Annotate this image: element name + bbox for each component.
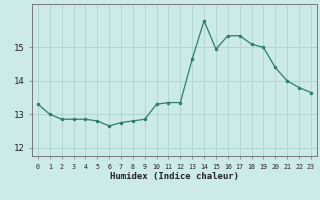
- X-axis label: Humidex (Indice chaleur): Humidex (Indice chaleur): [110, 172, 239, 181]
